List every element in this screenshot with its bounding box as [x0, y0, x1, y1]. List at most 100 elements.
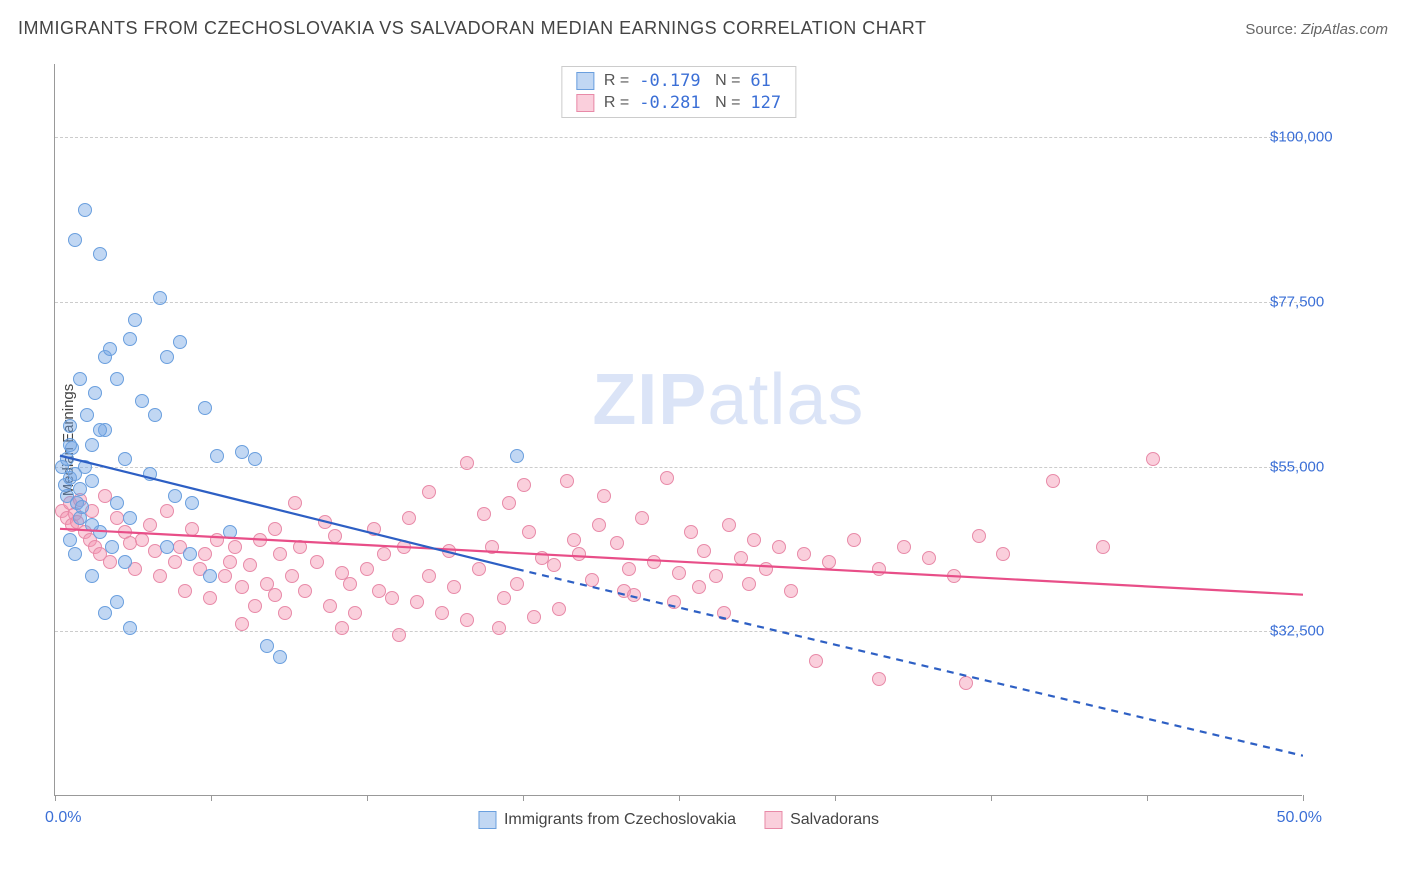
- scatter-point-b: [1046, 474, 1060, 488]
- scatter-point-b: [922, 551, 936, 565]
- scatter-point-b: [160, 504, 174, 518]
- chart-area: Median Earnings R = -0.179 N = 61 R = -0…: [48, 60, 1348, 820]
- gridline: [55, 302, 1302, 303]
- scatter-point-b: [472, 562, 486, 576]
- scatter-point-b: [460, 613, 474, 627]
- scatter-point-a: [73, 482, 87, 496]
- x-tick: [835, 795, 836, 801]
- scatter-point-a: [153, 291, 167, 305]
- scatter-point-b: [210, 533, 224, 547]
- scatter-point-b: [178, 584, 192, 598]
- scatter-point-b: [660, 471, 674, 485]
- scatter-point-b: [235, 617, 249, 631]
- scatter-point-b: [872, 562, 886, 576]
- scatter-point-b: [143, 518, 157, 532]
- scatter-point-b: [597, 489, 611, 503]
- scatter-point-b: [672, 566, 686, 580]
- scatter-point-a: [110, 372, 124, 386]
- scatter-point-a: [105, 540, 119, 554]
- scatter-point-b: [497, 591, 511, 605]
- swatch-series-b: [764, 811, 782, 829]
- scatter-point-b: [377, 547, 391, 561]
- x-tick: [991, 795, 992, 801]
- scatter-point-a: [73, 372, 87, 386]
- x-axis-max-label: 50.0%: [1277, 809, 1322, 827]
- scatter-point-a: [78, 460, 92, 474]
- scatter-point-b: [248, 599, 262, 613]
- scatter-point-a: [135, 394, 149, 408]
- scatter-point-a: [248, 452, 262, 466]
- scatter-point-b: [348, 606, 362, 620]
- legend-row-series-b: R = -0.281 N = 127: [576, 93, 781, 113]
- legend-item-series-b: Salvadorans: [764, 811, 879, 829]
- scatter-point-b: [268, 588, 282, 602]
- watermark: ZIPatlas: [592, 359, 864, 441]
- scatter-point-b: [522, 525, 536, 539]
- scatter-point-b: [734, 551, 748, 565]
- scatter-point-a: [160, 540, 174, 554]
- scatter-point-b: [897, 540, 911, 554]
- scatter-point-a: [260, 639, 274, 653]
- scatter-point-b: [228, 540, 242, 554]
- scatter-point-b: [667, 595, 681, 609]
- scatter-point-a: [123, 332, 137, 346]
- scatter-point-a: [118, 452, 132, 466]
- scatter-point-b: [442, 544, 456, 558]
- scatter-point-b: [560, 474, 574, 488]
- scatter-point-a: [210, 449, 224, 463]
- scatter-point-b: [285, 569, 299, 583]
- scatter-point-a: [223, 525, 237, 539]
- scatter-point-b: [684, 525, 698, 539]
- scatter-point-a: [93, 247, 107, 261]
- scatter-point-b: [460, 456, 474, 470]
- scatter-point-a: [203, 569, 217, 583]
- scatter-point-b: [709, 569, 723, 583]
- scatter-point-b: [198, 547, 212, 561]
- scatter-point-b: [310, 555, 324, 569]
- scatter-point-b: [422, 485, 436, 499]
- chart-title: IMMIGRANTS FROM CZECHOSLOVAKIA VS SALVAD…: [18, 18, 926, 39]
- scatter-point-b: [402, 511, 416, 525]
- y-tick-label: $55,000: [1270, 458, 1350, 475]
- scatter-point-a: [85, 569, 99, 583]
- scatter-point-b: [517, 478, 531, 492]
- scatter-point-a: [183, 547, 197, 561]
- scatter-point-b: [527, 610, 541, 624]
- x-tick: [55, 795, 56, 801]
- y-tick-label: $100,000: [1270, 129, 1350, 146]
- scatter-point-b: [153, 569, 167, 583]
- scatter-point-a: [85, 518, 99, 532]
- scatter-point-b: [647, 555, 661, 569]
- scatter-point-b: [293, 540, 307, 554]
- correlation-legend: R = -0.179 N = 61 R = -0.281 N = 127: [561, 66, 796, 118]
- scatter-point-b: [298, 584, 312, 598]
- scatter-point-b: [288, 496, 302, 510]
- gridline: [55, 137, 1302, 138]
- scatter-point-a: [75, 500, 89, 514]
- scatter-point-b: [328, 529, 342, 543]
- scatter-point-a: [510, 449, 524, 463]
- scatter-point-b: [872, 672, 886, 686]
- scatter-point-a: [63, 438, 77, 452]
- scatter-point-a: [118, 555, 132, 569]
- x-axis-min-label: 0.0%: [45, 809, 81, 827]
- scatter-point-b: [747, 533, 761, 547]
- y-tick-label: $77,500: [1270, 293, 1350, 310]
- x-tick: [679, 795, 680, 801]
- scatter-point-b: [547, 558, 561, 572]
- scatter-point-b: [410, 595, 424, 609]
- scatter-point-b: [996, 547, 1010, 561]
- scatter-point-a: [63, 533, 77, 547]
- scatter-point-a: [185, 496, 199, 510]
- scatter-point-a: [168, 489, 182, 503]
- scatter-point-b: [784, 584, 798, 598]
- gridline: [55, 631, 1302, 632]
- scatter-point-a: [88, 386, 102, 400]
- scatter-point-b: [742, 577, 756, 591]
- scatter-point-b: [435, 606, 449, 620]
- scatter-point-a: [128, 313, 142, 327]
- scatter-point-b: [253, 533, 267, 547]
- scatter-point-b: [622, 562, 636, 576]
- scatter-point-b: [168, 555, 182, 569]
- x-tick: [211, 795, 212, 801]
